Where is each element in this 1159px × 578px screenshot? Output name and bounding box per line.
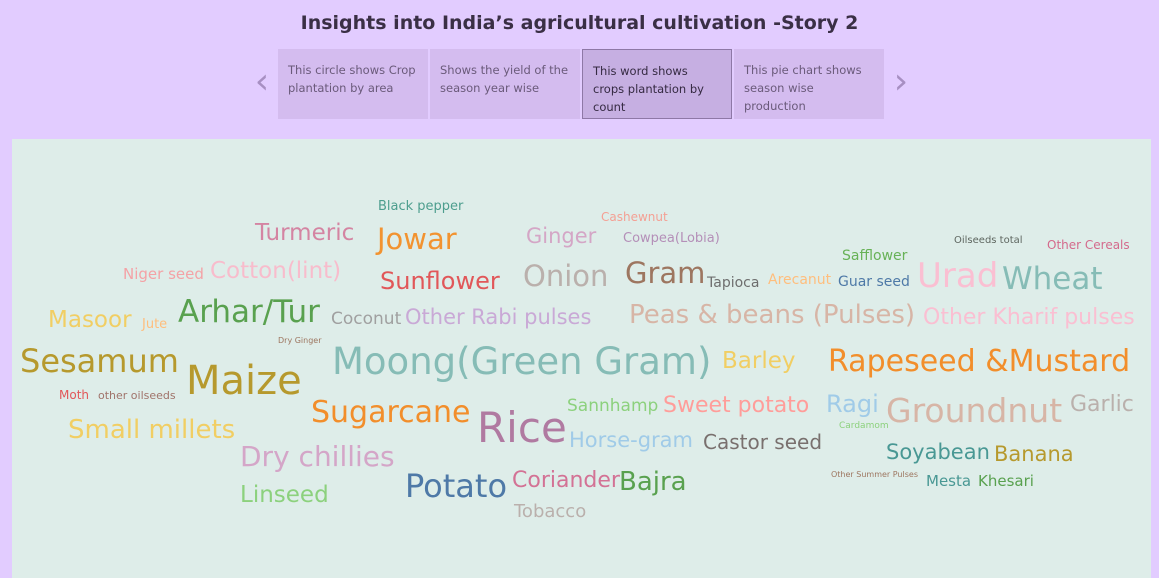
story-title: Insights into India’s agricultural culti… — [300, 12, 859, 34]
story-point-1-tab[interactable]: This circle shows Crop plantation by are… — [278, 49, 428, 119]
word-coriander[interactable]: Coriander — [512, 468, 620, 493]
word-jute[interactable]: Jute — [142, 317, 168, 332]
word-jowar[interactable]: Jowar — [377, 222, 457, 256]
word-wheat[interactable]: Wheat — [1002, 261, 1103, 297]
word-guar-seed[interactable]: Guar seed — [838, 274, 910, 290]
word-sugarcane[interactable]: Sugarcane — [311, 395, 471, 430]
word-small-millets[interactable]: Small millets — [68, 415, 236, 445]
word-sesamum[interactable]: Sesamum — [20, 342, 179, 380]
word-maize[interactable]: Maize — [186, 358, 302, 404]
word-sannhamp[interactable]: Sannhamp — [567, 396, 659, 416]
word-dry-ginger[interactable]: Dry Ginger — [278, 336, 322, 345]
word-banana[interactable]: Banana — [994, 442, 1074, 466]
story-point-4-tab[interactable]: This pie chart shows season wise product… — [734, 49, 884, 119]
word-sunflower[interactable]: Sunflower — [380, 267, 500, 295]
word-arhar-tur[interactable]: Arhar/Tur — [178, 294, 320, 330]
word-arecanut[interactable]: Arecanut — [768, 272, 832, 288]
story-point-3-tab[interactable]: This word shows crops plantation by coun… — [582, 49, 732, 119]
word-peas-beans-pulses[interactable]: Peas & beans (Pulses) — [629, 300, 916, 330]
word-dry-chillies[interactable]: Dry chillies — [240, 440, 395, 473]
word-cardamom[interactable]: Cardamom — [839, 421, 889, 431]
word-safflower[interactable]: Safflower — [842, 248, 908, 264]
word-rapeseed-mustard[interactable]: Rapeseed &Mustard — [828, 344, 1131, 379]
word-linseed[interactable]: Linseed — [240, 482, 329, 508]
word-other-summer-pulses[interactable]: Other Summer Pulses — [831, 470, 918, 479]
word-ginger[interactable]: Ginger — [526, 224, 597, 248]
word-other-rabi-pulses[interactable]: Other Rabi pulses — [405, 305, 592, 329]
word-cowpea-lobia[interactable]: Cowpea(Lobia) — [623, 231, 720, 246]
word-coconut[interactable]: Coconut — [331, 309, 402, 329]
word-potato[interactable]: Potato — [405, 467, 508, 505]
word-castor-seed[interactable]: Castor seed — [703, 430, 823, 454]
word-gram[interactable]: Gram — [625, 256, 706, 290]
word-tapioca[interactable]: Tapioca — [707, 275, 760, 291]
word-ragi[interactable]: Ragi — [826, 390, 879, 418]
word-groundnut[interactable]: Groundnut — [886, 391, 1063, 430]
word-khesari[interactable]: Khesari — [978, 472, 1034, 490]
word-moong-green-gram[interactable]: Moong(Green Gram) — [332, 340, 712, 383]
next-story-point-chevron-right-icon[interactable]: › — [893, 61, 909, 102]
word-oilseeds-total[interactable]: Oilseeds total — [954, 235, 1023, 246]
word-other-cereals[interactable]: Other Cereals — [1047, 238, 1130, 252]
word-horse-gram[interactable]: Horse-gram — [569, 428, 694, 452]
previous-story-point-chevron-left-icon[interactable]: ‹ — [254, 61, 270, 102]
word-onion[interactable]: Onion — [523, 259, 609, 293]
word-bajra[interactable]: Bajra — [619, 467, 687, 497]
word-other-oilseeds[interactable]: other oilseeds — [98, 389, 176, 402]
word-niger-seed[interactable]: Niger seed — [123, 265, 204, 283]
word-tobacco[interactable]: Tobacco — [514, 501, 587, 522]
word-mesta[interactable]: Mesta — [926, 472, 972, 490]
word-black-pepper[interactable]: Black pepper — [378, 199, 464, 214]
word-soyabean[interactable]: Soyabean — [886, 440, 990, 464]
word-garlic[interactable]: Garlic — [1070, 392, 1134, 417]
word-cotton-lint[interactable]: Cotton(lint) — [210, 258, 342, 284]
word-cloud-panel: Black pepper Cashewnut Turmeric Jowar Gi… — [12, 139, 1151, 578]
word-urad[interactable]: Urad — [917, 256, 999, 296]
word-cashewnut[interactable]: Cashewnut — [601, 210, 668, 224]
word-moth[interactable]: Moth — [59, 388, 90, 402]
word-other-kharif-pulses[interactable]: Other Kharif pulses — [923, 305, 1135, 330]
word-sweet-potato[interactable]: Sweet potato — [663, 393, 810, 418]
word-turmeric[interactable]: Turmeric — [255, 220, 355, 246]
word-rice[interactable]: Rice — [477, 403, 567, 452]
story-point-2-tab[interactable]: Shows the yield of the season year wise — [430, 49, 580, 119]
word-barley[interactable]: Barley — [722, 348, 796, 374]
word-masoor[interactable]: Masoor — [48, 307, 132, 333]
